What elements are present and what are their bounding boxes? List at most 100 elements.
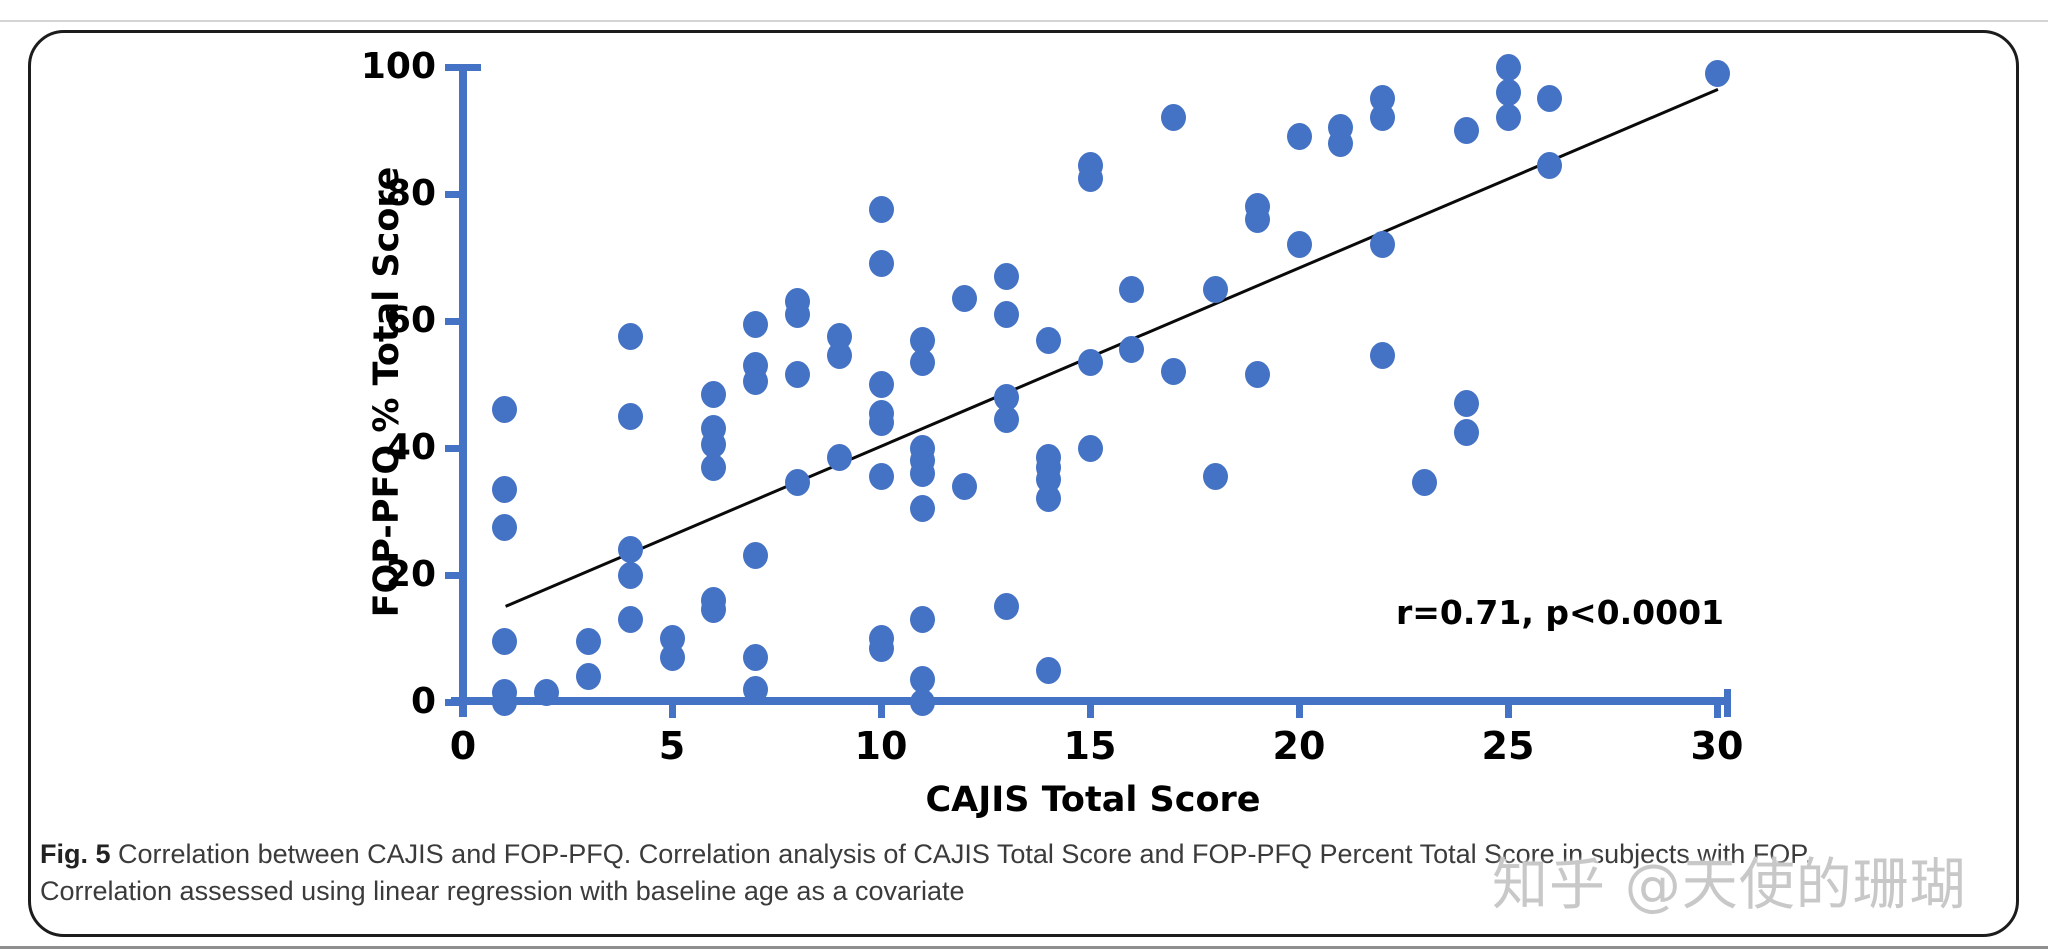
x-axis-title: CAJIS Total Score [925, 780, 1261, 820]
data-point [1119, 336, 1145, 364]
data-point [617, 561, 643, 589]
data-point [1286, 123, 1312, 151]
data-point [910, 348, 936, 376]
data-point [1370, 342, 1396, 370]
data-point [910, 494, 936, 522]
data-point [492, 513, 518, 541]
data-point [701, 453, 727, 481]
data-point [701, 596, 727, 624]
data-point [868, 463, 894, 491]
data-point [1286, 231, 1312, 259]
data-point [1495, 53, 1521, 81]
data-point [659, 644, 685, 672]
data-point [1370, 231, 1396, 259]
data-point [1328, 129, 1354, 157]
data-point [743, 367, 769, 395]
data-point [492, 688, 518, 716]
data-point [784, 469, 810, 497]
caption-line-1-text: Correlation between CAJIS and FOP-PFQ. C… [110, 839, 1813, 869]
x-tick-label: 25 [1481, 724, 1535, 768]
x-tick [1713, 701, 1721, 718]
data-point [1202, 463, 1228, 491]
data-point [492, 628, 518, 656]
data-point [1244, 361, 1270, 389]
y-tick [445, 698, 463, 706]
y-tick-label: 100 [360, 46, 436, 87]
data-point [743, 542, 769, 570]
page-bottom-divider [0, 946, 2048, 949]
data-point [868, 196, 894, 224]
data-point [617, 323, 643, 351]
data-point [1035, 485, 1061, 513]
data-point [617, 402, 643, 430]
data-point [492, 396, 518, 424]
regression-line [504, 87, 1719, 608]
data-point [1495, 78, 1521, 106]
data-point [1161, 104, 1187, 132]
data-point [952, 472, 978, 500]
y-tick-label: 40 [385, 427, 436, 468]
data-point [1370, 104, 1396, 132]
caption-line-2: Correlation assessed using linear regres… [40, 876, 965, 906]
figure-caption: Fig. 5 Correlation between CAJIS and FOP… [40, 836, 2010, 910]
x-tick-label: 30 [1690, 724, 1744, 768]
x-tick-label: 10 [854, 724, 908, 768]
data-point [1495, 104, 1521, 132]
data-point [993, 263, 1019, 291]
data-point [1035, 326, 1061, 354]
x-tick [668, 701, 676, 718]
data-point [1161, 358, 1187, 386]
data-point [743, 644, 769, 672]
data-point [575, 628, 601, 656]
data-point [1704, 59, 1730, 87]
data-point [826, 342, 852, 370]
data-point [784, 361, 810, 389]
x-tick-label: 15 [1063, 724, 1117, 768]
y-tick-label: 60 [385, 300, 436, 341]
data-point [1077, 348, 1103, 376]
data-point [1453, 117, 1479, 144]
data-point [701, 380, 727, 408]
data-point [868, 409, 894, 437]
caption-fig-label: Fig. 5 [40, 839, 111, 869]
figure-border [28, 30, 2019, 937]
x-tick [1295, 701, 1303, 718]
y-tick [445, 317, 463, 325]
data-point [617, 536, 643, 564]
x-tick [1504, 701, 1512, 718]
data-point [492, 475, 518, 503]
data-point [993, 405, 1019, 433]
data-point [1077, 434, 1103, 462]
data-point [868, 371, 894, 398]
y-tick-label: 80 [385, 173, 436, 214]
data-point [743, 675, 769, 703]
data-point [910, 688, 936, 716]
data-point [868, 250, 894, 278]
data-point [1119, 275, 1145, 303]
data-point [826, 444, 852, 472]
x-tick-label: 20 [1272, 724, 1326, 768]
x-tick-label: 0 [449, 724, 477, 768]
data-point [784, 301, 810, 329]
data-point [1537, 85, 1563, 113]
data-point [534, 678, 560, 706]
data-point [993, 301, 1019, 329]
data-point [575, 663, 601, 691]
data-point [910, 605, 936, 633]
x-tick [1086, 701, 1094, 718]
y-tick [445, 571, 463, 579]
y-axis-title: FOP-PFQ % Total Score [367, 166, 407, 618]
stats-annotation: r=0.71, p<0.0001 [1396, 593, 1724, 632]
y-axis-line [459, 64, 467, 717]
data-point [868, 634, 894, 662]
y-tick-label: 20 [385, 554, 436, 595]
x-axis-end-cap [1724, 689, 1731, 717]
watermark: 知乎 @天使的珊瑚 [1492, 853, 1967, 918]
data-point [1537, 151, 1563, 179]
data-point [1453, 390, 1479, 418]
data-point [743, 310, 769, 338]
data-point [1035, 656, 1061, 684]
y-tick [445, 190, 463, 198]
data-point [617, 605, 643, 633]
